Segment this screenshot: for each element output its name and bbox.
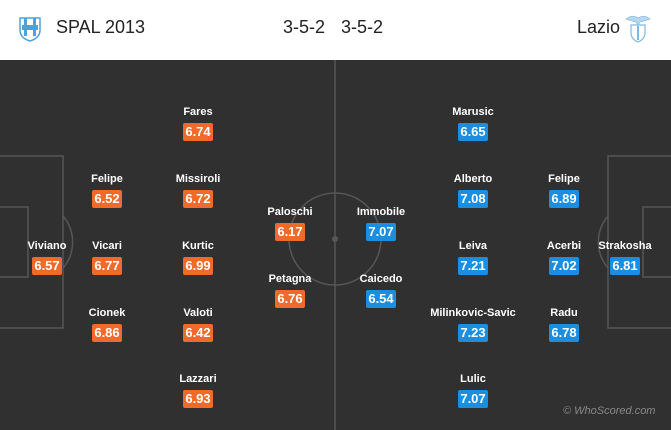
player-rating: 6.42	[183, 324, 213, 342]
player-name: Marusic	[452, 106, 494, 118]
player-name: Acerbi	[546, 240, 582, 252]
player-rating: 7.08	[458, 190, 488, 208]
home-team-name: SPAL 2013	[56, 17, 146, 37]
player-name: Viviano	[27, 240, 67, 252]
player-name: Missiroli	[175, 173, 221, 185]
match-header: SPAL 2013 3-5-2 3-5-2 Lazio	[0, 0, 671, 60]
whoscored-watermark: © WhoScored.com	[563, 405, 656, 417]
player-name: Leiva	[458, 240, 488, 252]
player-rating: 6.54	[366, 290, 396, 308]
player-name: Fares	[183, 106, 213, 118]
player-name: Vicari	[92, 240, 122, 252]
player-name: Cionek	[88, 307, 126, 319]
player-name: Lulic	[460, 373, 486, 385]
player-name: Felipe	[548, 173, 580, 185]
player-rating: 7.07	[458, 390, 488, 408]
player-rating: 7.23	[458, 324, 488, 342]
player-name: Radu	[550, 307, 578, 319]
player-rating: 6.99	[183, 257, 213, 275]
home-formation: 3-5-2	[283, 17, 326, 37]
away-formation: 3-5-2	[341, 17, 384, 37]
player-rating: 6.74	[183, 123, 213, 141]
player-rating: 6.52	[92, 190, 122, 208]
player-name: Paloschi	[267, 206, 313, 218]
player-rating: 6.17	[275, 223, 305, 241]
player-name: Felipe	[91, 173, 123, 185]
player-rating: 7.02	[549, 257, 579, 275]
player-name: Kurtic	[182, 240, 214, 252]
player-rating: 6.93	[183, 390, 213, 408]
spal-crest-icon	[19, 17, 41, 42]
player-name: Valoti	[183, 307, 213, 319]
player-rating: 6.57	[32, 257, 62, 275]
player-rating: 6.77	[92, 257, 122, 275]
lazio-eagle-crest-icon	[625, 15, 651, 43]
player-rating: 6.76	[275, 290, 305, 308]
player-name: Immobile	[356, 206, 406, 218]
player-name: Strakosha	[598, 240, 652, 252]
pitch	[0, 60, 671, 430]
player-rating: 6.72	[183, 190, 213, 208]
player-rating: 6.81	[610, 257, 640, 275]
player-rating: 6.65	[458, 123, 488, 141]
away-team-name: Lazio	[577, 17, 621, 37]
player-name: Caicedo	[359, 273, 403, 285]
player-rating: 7.21	[458, 257, 488, 275]
player-name: Petagna	[268, 273, 312, 285]
player-name: Lazzari	[179, 373, 217, 385]
player-rating: 6.89	[549, 190, 579, 208]
player-rating: 6.86	[92, 324, 122, 342]
player-name: Milinkovic-Savic	[430, 307, 516, 319]
player-name: Alberto	[453, 173, 493, 185]
player-rating: 7.07	[366, 223, 396, 241]
player-rating: 6.78	[549, 324, 579, 342]
